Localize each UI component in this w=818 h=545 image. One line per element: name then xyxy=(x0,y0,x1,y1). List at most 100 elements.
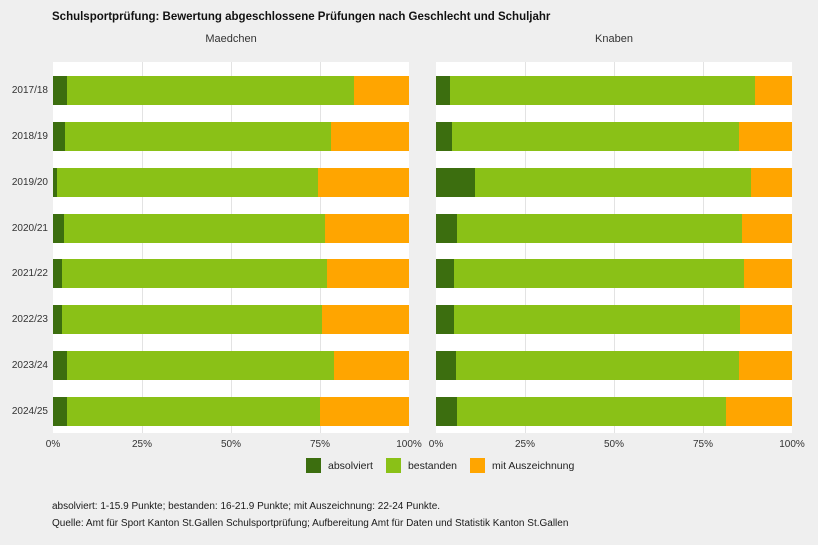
bar-segment-absolviert xyxy=(53,396,68,426)
gridline xyxy=(231,62,232,433)
bar-segment-bestanden xyxy=(67,76,354,105)
x-tick-label: 0% xyxy=(428,439,444,450)
bar-segment-bestanden xyxy=(61,259,328,289)
bar-segment-mit-auszeichnung xyxy=(742,213,792,243)
x-tick-label: 100% xyxy=(779,439,805,450)
bar-row-maedchen-2022-23 xyxy=(53,305,409,335)
legend-label: bestanden xyxy=(407,459,457,472)
category-label: 2019/20 xyxy=(11,176,48,188)
panel-knaben xyxy=(436,62,792,433)
bar-segment-absolviert xyxy=(436,351,456,381)
bar-segment-bestanden xyxy=(67,351,335,381)
x-axis-knaben: 0% 25% 50% 75% 100% xyxy=(429,439,805,453)
bar-segment-bestanden xyxy=(457,396,727,426)
bar-segment-mit-auszeichnung xyxy=(319,396,409,426)
panel-maedchen xyxy=(53,62,409,433)
bar-segment-mit-auszeichnung xyxy=(318,167,409,197)
bar-segment-mit-auszeichnung xyxy=(327,259,409,289)
bar-segment-bestanden xyxy=(475,167,752,197)
gridline xyxy=(614,62,615,433)
legend-item-bestanden: bestanden xyxy=(385,458,457,473)
category-label: 2017/18 xyxy=(11,85,48,96)
bar-segment-mit-auszeichnung xyxy=(738,351,792,381)
x-tick-label: 25% xyxy=(514,439,536,450)
bar-segment-absolviert xyxy=(53,76,68,105)
bar-segment-bestanden xyxy=(453,259,744,289)
bar-segment-absolviert xyxy=(436,213,458,243)
bar-row-knaben-2021-22 xyxy=(436,259,792,289)
facet-label-knaben: Knaben xyxy=(595,33,633,45)
legend: absolviert bestanden mit Auszeichnung xyxy=(306,458,574,473)
bar-segment-absolviert xyxy=(53,305,62,335)
bar-row-maedchen-2017-18 xyxy=(53,76,409,105)
bar-segment-mit-auszeichnung xyxy=(726,396,792,426)
bar-row-maedchen-2021-22 xyxy=(53,259,409,289)
bar-segment-bestanden xyxy=(453,305,741,335)
bar-row-knaben-2018-19 xyxy=(436,121,792,151)
facet-label-maedchen: Maedchen xyxy=(205,33,257,45)
bar-segment-absolviert xyxy=(436,76,451,105)
bar-row-knaben-2023-24 xyxy=(436,351,792,381)
legend-swatch-absolviert xyxy=(306,458,321,473)
bar-segment-bestanden xyxy=(63,213,326,243)
x-tick-label: 75% xyxy=(309,439,331,450)
bar-segment-mit-auszeichnung xyxy=(325,213,409,243)
bar-row-knaben-2024-25 xyxy=(436,396,792,426)
chart-title: Schulsportprüfung: Bewertung abgeschloss… xyxy=(52,11,551,23)
gridline xyxy=(142,62,143,433)
legend-item-mit-auszeichnung: mit Auszeichnung xyxy=(470,458,574,473)
legend-label: absolviert xyxy=(328,459,373,472)
legend-label: mit Auszeichnung xyxy=(492,459,575,472)
x-tick-label: 50% xyxy=(603,439,625,450)
bar-segment-absolviert xyxy=(436,259,454,289)
y-axis-labels: 2017/18 2018/19 2019/20 2020/21 2021/22 2022/… xyxy=(0,62,48,433)
x-axis-maedchen: 0% 25% 50% 75% 100% xyxy=(46,439,422,453)
bar-row-knaben-2017-18 xyxy=(436,76,792,105)
x-tick-label: 100% xyxy=(396,439,422,450)
bar-segment-bestanden xyxy=(56,167,319,197)
bar-segment-mit-auszeichnung xyxy=(743,259,792,289)
bar-segment-bestanden xyxy=(457,213,743,243)
bar-segment-bestanden xyxy=(450,76,755,105)
legend-swatch-mit-auszeichnung xyxy=(470,458,485,473)
bar-row-maedchen-2018-19 xyxy=(53,121,409,151)
category-label: 2023/24 xyxy=(11,360,48,372)
gridline xyxy=(525,62,526,433)
bar-segment-bestanden xyxy=(452,121,739,151)
x-tick-label: 0% xyxy=(45,439,61,450)
bar-segment-mit-auszeichnung xyxy=(353,76,409,105)
x-tick-label: 25% xyxy=(131,439,153,450)
footnote-points: absolviert: 1-15.9 Punkte; bestanden: 16… xyxy=(52,501,441,512)
bar-row-knaben-2020-21 xyxy=(436,213,792,243)
bar-segment-mit-auszeichnung xyxy=(738,121,792,151)
bar-segment-absolviert xyxy=(53,167,57,197)
bar-segment-bestanden xyxy=(61,305,322,335)
bar-row-maedchen-2020-21 xyxy=(53,213,409,243)
bar-row-knaben-2019-20 xyxy=(436,167,792,197)
bar-segment-mit-auszeichnung xyxy=(754,76,792,105)
bar-row-maedchen-2024-25 xyxy=(53,396,409,426)
bar-segment-absolviert xyxy=(53,259,62,289)
bar-segment-absolviert xyxy=(436,121,453,151)
bar-segment-absolviert xyxy=(53,351,68,381)
bar-segment-absolviert xyxy=(436,305,454,335)
bar-row-knaben-2022-23 xyxy=(436,305,792,335)
bar-segment-absolviert xyxy=(436,167,476,197)
bar-segment-mit-auszeichnung xyxy=(751,167,792,197)
x-tick-label: 50% xyxy=(220,439,242,450)
category-label: 2022/23 xyxy=(11,314,48,326)
legend-swatch-bestanden xyxy=(385,458,401,473)
category-label: 2024/25 xyxy=(11,405,48,417)
gridline xyxy=(320,62,321,433)
footnote-source: Quelle: Amt für Sport Kanton St.Gallen S… xyxy=(52,518,569,529)
category-label: 2020/21 xyxy=(11,222,48,234)
bar-segment-absolviert xyxy=(53,121,66,151)
bar-segment-mit-auszeichnung xyxy=(330,121,409,151)
category-label: 2021/22 xyxy=(11,268,48,280)
bar-segment-mit-auszeichnung xyxy=(321,305,409,335)
category-label: 2018/19 xyxy=(11,130,48,142)
bar-segment-absolviert xyxy=(436,396,458,426)
legend-item-absolviert: absolviert xyxy=(306,458,373,473)
bar-segment-bestanden xyxy=(67,396,320,426)
